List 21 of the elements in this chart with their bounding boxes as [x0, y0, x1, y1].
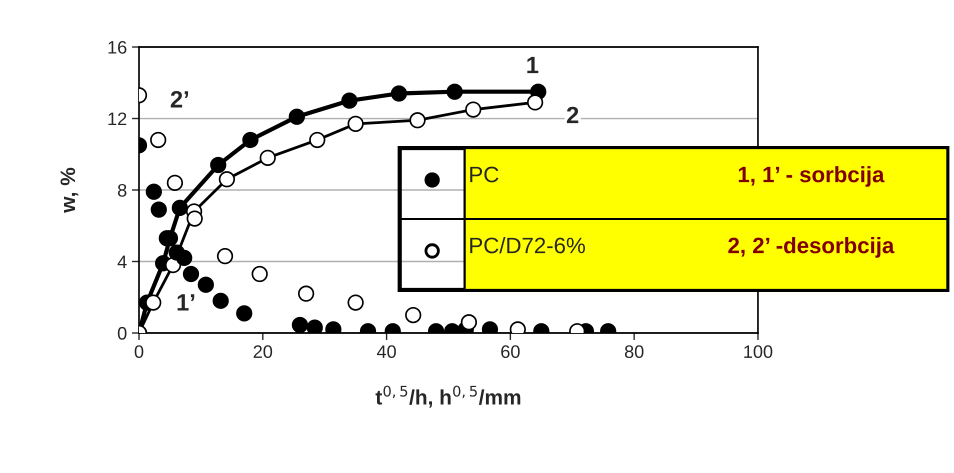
x-axis-title: t$^{0,5}$/h, h$^{0,5}$/mm: [376, 386, 520, 408]
legend-label: PC/D72-6%: [470, 237, 585, 254]
x-tick-label: 0: [134, 345, 144, 358]
annotation: 1: [527, 56, 538, 74]
y-tick-label: 0: [118, 326, 126, 340]
y-tick-label: 12: [108, 112, 126, 126]
annotation: 2’: [170, 90, 188, 108]
y-tick-label: 4: [118, 256, 127, 268]
legend-label: PC: [470, 166, 498, 182]
annotation: 1, 1’ - sorbcija: [738, 166, 885, 187]
y-axis-title: w, %: [60, 168, 78, 213]
annotation: 1’: [178, 294, 194, 310]
annotation: 2: [566, 106, 578, 124]
y-tick-label: 8: [118, 184, 126, 197]
x-tick-label: 60: [501, 345, 520, 358]
x-tick-label: 80: [624, 345, 644, 358]
x-tick-label: 20: [254, 345, 272, 358]
y-tick-label: 16: [108, 40, 126, 54]
x-tick-label: 40: [376, 345, 396, 358]
x-tick-label: 100: [744, 345, 772, 358]
annotation: 2, 2’ -desorbcija: [728, 237, 894, 258]
